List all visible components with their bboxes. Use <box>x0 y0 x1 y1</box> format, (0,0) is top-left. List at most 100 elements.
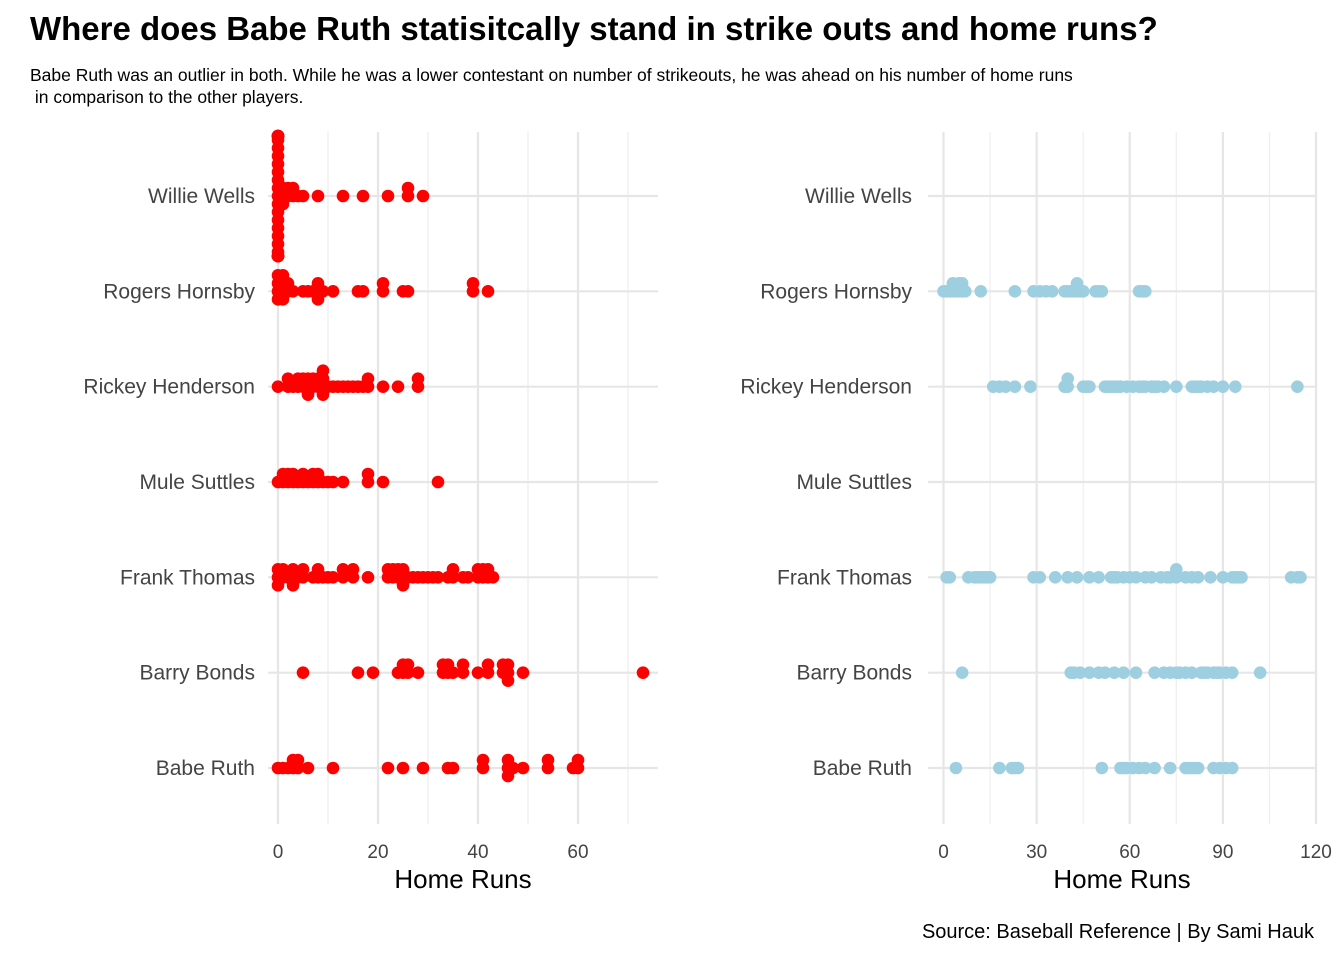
data-point <box>471 666 485 679</box>
series-frank-thomas <box>271 563 500 592</box>
category-label-babe-ruth: Babe Ruth <box>156 757 255 780</box>
data-point <box>1191 761 1205 775</box>
category-label-rickey-henderson: Rickey Henderson <box>740 376 912 399</box>
data-point <box>1253 666 1267 679</box>
data-point <box>356 285 370 298</box>
data-point <box>1061 571 1074 584</box>
data-point <box>1008 380 1022 393</box>
data-point <box>286 285 300 298</box>
data-point <box>636 666 650 679</box>
data-point <box>376 277 390 290</box>
data-point <box>1225 666 1239 679</box>
data-point <box>351 666 365 679</box>
data-point <box>1225 761 1239 775</box>
series-frank-thomas <box>940 563 1307 584</box>
data-point <box>1216 380 1230 393</box>
data-point <box>316 364 330 377</box>
panel-right: 0 30 60 90 120 Babe Ruth Barry Bonds Frank Thom… <box>740 132 1332 894</box>
data-point <box>541 753 555 767</box>
data-point <box>1291 380 1304 393</box>
data-point <box>1204 571 1217 584</box>
x-axis-label: Home Runs <box>1053 864 1190 894</box>
data-point <box>361 372 375 385</box>
data-point <box>271 129 285 143</box>
data-point <box>1129 666 1143 679</box>
data-point <box>1083 380 1096 393</box>
data-point <box>296 189 310 203</box>
data-point <box>396 761 410 775</box>
series-willie-wells <box>271 129 430 263</box>
x-tick-label: 20 <box>367 842 388 863</box>
data-point <box>301 761 315 775</box>
data-point <box>1185 666 1199 679</box>
data-point <box>1207 380 1220 393</box>
data-point <box>311 189 325 203</box>
data-point <box>316 285 330 298</box>
series-barry-bonds <box>955 666 1267 679</box>
data-point <box>271 380 285 393</box>
data-point <box>356 189 370 203</box>
chart-title: Where does Babe Ruth statisitcally stand… <box>30 10 1158 47</box>
x-tick-label: 0 <box>938 842 949 863</box>
data-point <box>416 761 430 775</box>
data-point <box>336 563 350 576</box>
category-label-barry-bonds: Barry Bonds <box>139 662 255 685</box>
data-point <box>456 658 470 671</box>
data-point <box>401 285 415 298</box>
data-point <box>1170 380 1183 393</box>
data-point <box>1048 571 1062 584</box>
data-point <box>336 475 350 489</box>
data-point <box>1148 666 1161 679</box>
x-tick-label: 40 <box>467 842 488 863</box>
category-label-barry-bonds: Barry Bonds <box>796 662 912 685</box>
data-point <box>1138 761 1152 775</box>
data-point <box>949 761 963 775</box>
data-point <box>1095 285 1109 298</box>
data-point <box>1216 571 1230 584</box>
series-rickey-henderson <box>986 372 1304 393</box>
data-point <box>376 380 390 393</box>
x-axis-label: Home Runs <box>394 864 531 894</box>
series-barry-bonds <box>296 658 650 687</box>
data-point <box>361 571 375 584</box>
category-label-mule-suttles: Mule Suttles <box>796 471 912 494</box>
data-point <box>381 761 395 775</box>
data-point <box>411 666 425 679</box>
data-point <box>501 674 515 687</box>
data-point <box>1145 571 1158 584</box>
data-point <box>431 475 445 489</box>
x-tick-label: 0 <box>273 842 284 863</box>
data-point <box>446 563 460 576</box>
x-tick-label: 60 <box>1119 842 1140 863</box>
data-point <box>401 658 415 671</box>
series-rogers-hornsby <box>271 269 495 306</box>
x-tick-label: 90 <box>1212 842 1233 863</box>
data-point <box>431 571 445 584</box>
data-point <box>1138 285 1152 298</box>
category-label-frank-thomas: Frank Thomas <box>120 566 255 589</box>
series-mule-suttles <box>271 467 445 489</box>
data-point <box>401 181 415 195</box>
x-tick-label: 120 <box>1300 842 1332 863</box>
data-point <box>446 761 460 775</box>
data-point <box>1061 372 1074 385</box>
data-point <box>486 571 500 584</box>
data-point <box>1163 761 1177 775</box>
data-point <box>366 666 380 679</box>
data-point <box>391 380 405 393</box>
category-label-mule-suttles: Mule Suttles <box>139 471 255 494</box>
data-point <box>1076 285 1090 298</box>
chart-subtitle: Babe Ruth was an outlier in both. While … <box>30 65 1073 107</box>
data-point <box>326 571 340 584</box>
data-point <box>296 666 310 679</box>
category-label-babe-ruth: Babe Ruth <box>813 757 912 780</box>
data-point <box>1107 666 1121 679</box>
data-point <box>376 475 390 489</box>
data-point <box>1033 571 1047 584</box>
data-point <box>1098 666 1112 679</box>
data-point <box>955 666 969 679</box>
data-point <box>476 753 490 767</box>
category-label-rogers-hornsby: Rogers Hornsby <box>103 280 255 303</box>
data-point <box>1228 380 1242 393</box>
